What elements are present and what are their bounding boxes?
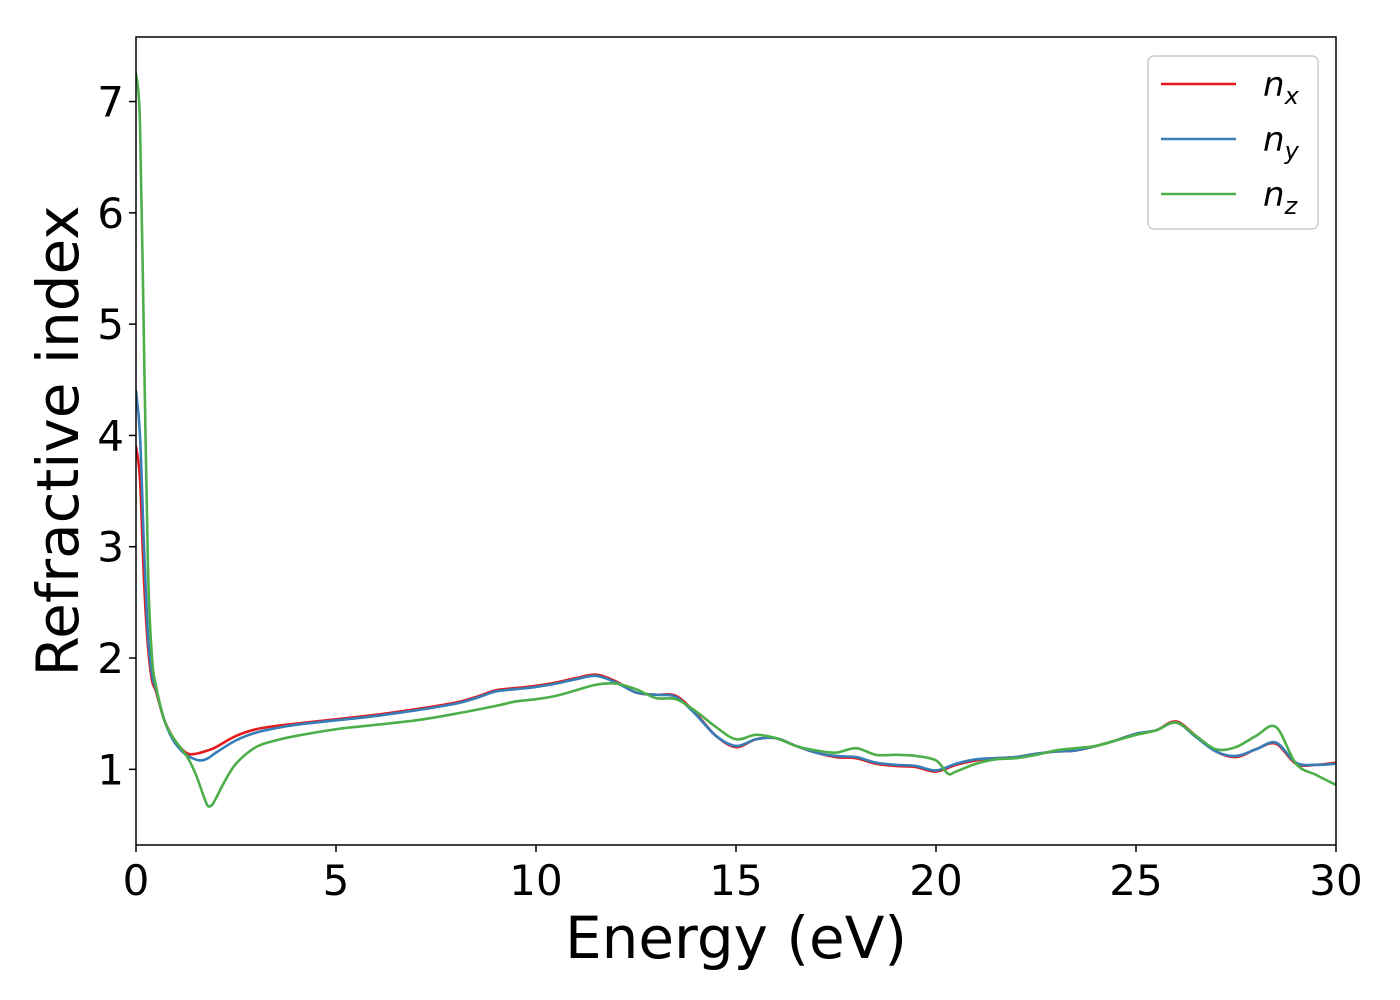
x-tick-label: 10 xyxy=(509,856,562,905)
legend-label-nx: nx xyxy=(1263,65,1300,110)
series-line-nz xyxy=(136,72,1336,808)
y-tick-label: 4 xyxy=(97,411,124,460)
x-axis-label: Energy (eV) xyxy=(565,904,907,972)
series-line-ny xyxy=(136,389,1336,772)
y-tick-label: 6 xyxy=(97,189,124,238)
legend: nx ny nz xyxy=(1147,55,1319,230)
legend-box xyxy=(1147,55,1319,230)
x-axis: 0 5 10 15 20 25 30 xyxy=(123,845,1363,905)
legend-label-ny: ny xyxy=(1263,120,1300,165)
x-tick-label: 5 xyxy=(323,856,350,905)
y-tick-label: 2 xyxy=(97,634,124,683)
x-tick-label: 30 xyxy=(1309,856,1362,905)
y-tick-label: 7 xyxy=(97,78,124,127)
y-tick-label: 5 xyxy=(97,300,124,349)
legend-label-nz: nz xyxy=(1263,175,1299,220)
y-axis-label: Refractive index xyxy=(24,205,92,676)
x-tick-label: 25 xyxy=(1109,856,1162,905)
y-tick-label: 1 xyxy=(97,745,124,794)
x-tick-label: 15 xyxy=(709,856,762,905)
x-tick-label: 20 xyxy=(909,856,962,905)
series-layer xyxy=(136,72,1336,808)
x-tick-label: 0 xyxy=(123,856,150,905)
y-axis: 1 2 3 4 5 6 7 xyxy=(97,78,136,794)
y-tick-label: 3 xyxy=(97,523,124,572)
